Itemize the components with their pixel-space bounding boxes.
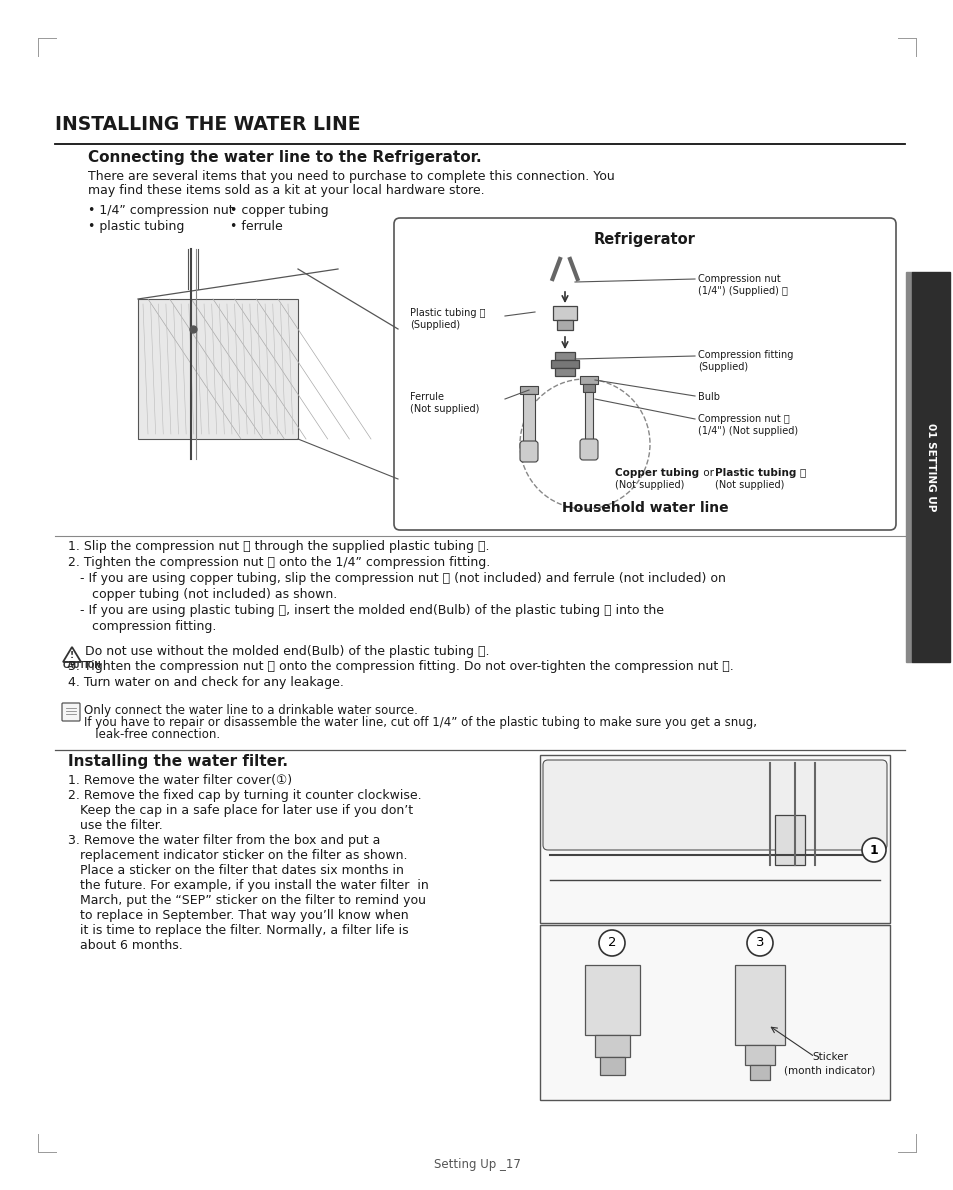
- Text: March, put the “SEP” sticker on the filter to remind you: March, put the “SEP” sticker on the filt…: [68, 894, 426, 907]
- Text: 3. Remove the water filter from the box and put a: 3. Remove the water filter from the box …: [68, 834, 380, 847]
- Text: (Not supplied): (Not supplied): [615, 480, 683, 490]
- Text: Plastic tubing Ⓑ: Plastic tubing Ⓑ: [714, 468, 805, 478]
- Text: Compression nut Ⓑ: Compression nut Ⓑ: [698, 414, 789, 424]
- Text: • copper tubing: • copper tubing: [230, 203, 328, 217]
- Text: Place a sticker on the filter that dates six months in: Place a sticker on the filter that dates…: [68, 864, 403, 877]
- Text: Compression nut: Compression nut: [698, 274, 780, 284]
- Text: leak-free connection.: leak-free connection.: [84, 728, 220, 741]
- Text: Sticker
(month indicator): Sticker (month indicator): [783, 1052, 875, 1076]
- Text: Keep the cap in a safe place for later use if you don’t: Keep the cap in a safe place for later u…: [68, 804, 413, 818]
- Text: 4. Turn water on and check for any leakage.: 4. Turn water on and check for any leaka…: [68, 676, 343, 689]
- Text: Household water line: Household water line: [561, 501, 727, 515]
- Bar: [553, 306, 577, 320]
- Bar: [744, 1045, 774, 1065]
- Bar: [522, 394, 535, 444]
- Text: compression fitting.: compression fitting.: [68, 620, 216, 633]
- Bar: [557, 320, 573, 330]
- Bar: [599, 1057, 624, 1075]
- Text: (Supplied): (Supplied): [698, 362, 747, 372]
- Text: (1/4") (Supplied) Ⓐ: (1/4") (Supplied) Ⓐ: [698, 286, 787, 296]
- Circle shape: [862, 838, 885, 862]
- Text: (1/4") (Not supplied): (1/4") (Not supplied): [698, 426, 798, 436]
- Text: (Not supplied): (Not supplied): [410, 403, 478, 414]
- FancyBboxPatch shape: [542, 760, 886, 850]
- Text: Only connect the water line to a drinkable water source.: Only connect the water line to a drinkab…: [84, 704, 417, 718]
- Bar: [539, 925, 889, 1100]
- Bar: [584, 965, 639, 1035]
- Bar: [555, 368, 575, 376]
- Text: Do not use without the molded end(Bulb) of the plastic tubing Ⓑ.: Do not use without the molded end(Bulb) …: [85, 645, 489, 658]
- Text: 3. Tighten the compression nut Ⓑ onto the compression fitting. Do not over-tight: 3. Tighten the compression nut Ⓑ onto th…: [68, 660, 733, 674]
- Text: use the filter.: use the filter.: [68, 819, 163, 832]
- Text: Copper tubing: Copper tubing: [615, 468, 699, 478]
- Text: • 1/4” compression nut: • 1/4” compression nut: [88, 203, 233, 217]
- Text: 2. Remove the fixed cap by turning it counter clockwise.: 2. Remove the fixed cap by turning it co…: [68, 789, 421, 802]
- Bar: [734, 965, 784, 1045]
- Text: 1. Remove the water filter cover(①): 1. Remove the water filter cover(①): [68, 774, 292, 787]
- Bar: [749, 1065, 769, 1081]
- Text: 3: 3: [755, 937, 763, 950]
- Text: There are several items that you need to purchase to complete this connection. Y: There are several items that you need to…: [88, 170, 614, 183]
- Text: replacement indicator sticker on the filter as shown.: replacement indicator sticker on the fil…: [68, 848, 407, 862]
- Text: copper tubing (not included) as shown.: copper tubing (not included) as shown.: [68, 588, 337, 601]
- Text: Connecting the water line to the Refrigerator.: Connecting the water line to the Refrige…: [88, 150, 481, 165]
- Text: or: or: [700, 468, 717, 478]
- FancyBboxPatch shape: [519, 441, 537, 462]
- Text: to replace in September. That way you’ll know when: to replace in September. That way you’ll…: [68, 909, 408, 922]
- Bar: [595, 1035, 629, 1057]
- Text: Bulb: Bulb: [698, 392, 720, 402]
- Bar: [774, 815, 804, 865]
- Text: 1. Slip the compression nut Ⓐ through the supplied plastic tubing Ⓐ.: 1. Slip the compression nut Ⓐ through th…: [68, 540, 489, 553]
- Text: - If you are using plastic tubing Ⓑ, insert the molded end(Bulb) of the plastic : - If you are using plastic tubing Ⓑ, ins…: [68, 605, 663, 616]
- Bar: [584, 392, 593, 441]
- Text: Setting Up _17: Setting Up _17: [433, 1158, 520, 1171]
- FancyBboxPatch shape: [579, 439, 598, 461]
- Bar: [582, 384, 595, 392]
- Text: • plastic tubing: • plastic tubing: [88, 220, 184, 233]
- Text: INSTALLING THE WATER LINE: INSTALLING THE WATER LINE: [55, 115, 360, 134]
- Text: Ferrule: Ferrule: [410, 392, 443, 402]
- FancyBboxPatch shape: [62, 703, 80, 721]
- Bar: [911, 273, 949, 662]
- Text: may find these items sold as a kit at your local hardware store.: may find these items sold as a kit at yo…: [88, 184, 484, 198]
- Text: 2: 2: [607, 937, 616, 950]
- Text: (Supplied): (Supplied): [410, 320, 459, 330]
- Text: (Not supplied): (Not supplied): [714, 480, 783, 490]
- Text: Compression fitting: Compression fitting: [698, 350, 793, 361]
- Bar: [905, 273, 911, 662]
- Circle shape: [746, 931, 772, 956]
- Text: • ferrule: • ferrule: [230, 220, 282, 233]
- Text: Installing the water filter.: Installing the water filter.: [68, 754, 288, 769]
- Text: it is time to replace the filter. Normally, a filter life is: it is time to replace the filter. Normal…: [68, 923, 408, 937]
- Text: - If you are using copper tubing, slip the compression nut Ⓑ (not included) and : - If you are using copper tubing, slip t…: [68, 572, 725, 585]
- Text: Refrigerator: Refrigerator: [594, 232, 695, 248]
- Text: 01 SETTING UP: 01 SETTING UP: [925, 422, 935, 512]
- FancyBboxPatch shape: [394, 218, 895, 530]
- Circle shape: [598, 931, 624, 956]
- Text: the future. For example, if you install the water filter  in: the future. For example, if you install …: [68, 879, 428, 892]
- Text: 2. Tighten the compression nut Ⓐ onto the 1/4” compression fitting.: 2. Tighten the compression nut Ⓐ onto th…: [68, 556, 490, 569]
- Text: If you have to repair or disassemble the water line, cut off 1/4” of the plastic: If you have to repair or disassemble the…: [84, 716, 757, 729]
- Bar: [539, 754, 889, 923]
- Bar: [579, 376, 598, 384]
- Text: 1: 1: [869, 844, 878, 857]
- Text: Plastic tubing Ⓐ: Plastic tubing Ⓐ: [410, 308, 485, 318]
- Bar: [555, 352, 575, 361]
- Bar: [519, 386, 537, 394]
- Bar: [551, 361, 578, 368]
- Text: CAUTION: CAUTION: [63, 660, 102, 670]
- Text: !: !: [70, 651, 74, 660]
- Text: about 6 months.: about 6 months.: [68, 939, 183, 952]
- Bar: [138, 299, 297, 439]
